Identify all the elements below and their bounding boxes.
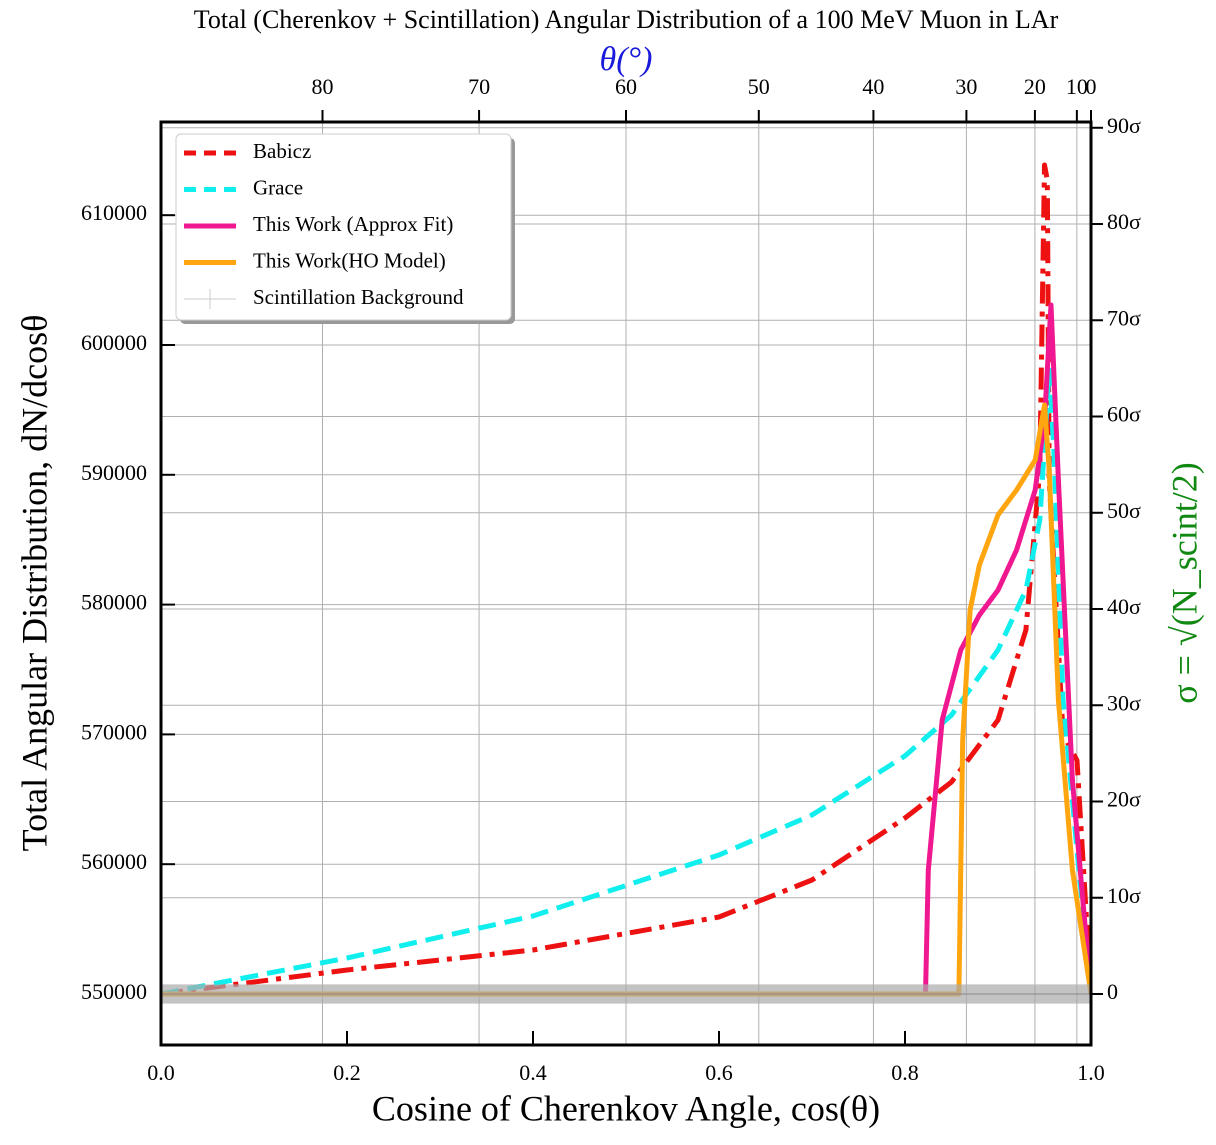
x-tick-label: 0.6: [705, 1060, 733, 1085]
y-tick-label: 610000: [81, 200, 147, 225]
series-line: [161, 162, 1091, 997]
y-axis-label: Total Angular Distribution, dN/dcosθ: [14, 315, 54, 852]
top-tick-label: 60: [615, 74, 637, 99]
top-tick-label: 20: [1024, 74, 1046, 99]
y-tick-label: 570000: [81, 719, 147, 744]
y2-tick-label: 70σ: [1107, 305, 1141, 330]
x-tick-label: 0.4: [519, 1060, 547, 1085]
legend-label: This Work(HO Model): [253, 248, 446, 272]
legend-label: Grace: [253, 175, 303, 199]
y2-tick-label: 90σ: [1107, 113, 1141, 138]
top-tick-label: 80: [311, 74, 333, 99]
legend-box: [175, 133, 512, 321]
y-tick-label: 590000: [81, 460, 147, 485]
top-tick-label: 0: [1086, 74, 1097, 99]
chart-title: Total (Cherenkov + Scintillation) Angula…: [194, 5, 1059, 34]
y-tick-label: 580000: [81, 590, 147, 615]
y2-tick-label: 60σ: [1107, 402, 1141, 427]
y2-tick-label: 30σ: [1107, 690, 1141, 715]
x-tick-label: 1.0: [1077, 1060, 1105, 1085]
top-tick-label: 30: [955, 74, 977, 99]
top-tick-label: 40: [862, 74, 884, 99]
legend-label: This Work (Approx Fit): [253, 212, 453, 236]
x-tick-label: 0.8: [891, 1060, 919, 1085]
y-tick-label: 560000: [81, 849, 147, 874]
y2-tick-label: 0: [1107, 979, 1118, 1004]
y-tick-label: 600000: [81, 330, 147, 355]
series-line: [161, 367, 1091, 997]
x-axis-label: Cosine of Cherenkov Angle, cos(θ): [372, 1088, 880, 1128]
top-tick-label: 10: [1066, 74, 1088, 99]
legend-label: Scintillation Background: [253, 285, 464, 309]
y2-tick-label: 10σ: [1107, 883, 1141, 908]
plot-frame: [159, 120, 1093, 1047]
y2-tick-label: 80σ: [1107, 209, 1141, 234]
top-tick-label: 50: [748, 74, 770, 99]
y2-tick-label: 50σ: [1107, 498, 1141, 523]
x-tick-label: 0.0: [147, 1060, 175, 1085]
y2-tick-label: 40σ: [1107, 594, 1141, 619]
x-tick-label: 0.2: [333, 1060, 361, 1085]
series-line: [161, 302, 1091, 997]
y2-tick-label: 20σ: [1107, 787, 1141, 812]
series-line: [161, 402, 1091, 997]
y2-axis-label: σ = √(N_scint/2): [1164, 462, 1204, 703]
legend-label: Babicz: [253, 139, 311, 163]
top-axis-label: θ(°): [600, 41, 653, 78]
top-tick-label: 70: [468, 74, 490, 99]
y-tick-label: 550000: [81, 979, 147, 1004]
